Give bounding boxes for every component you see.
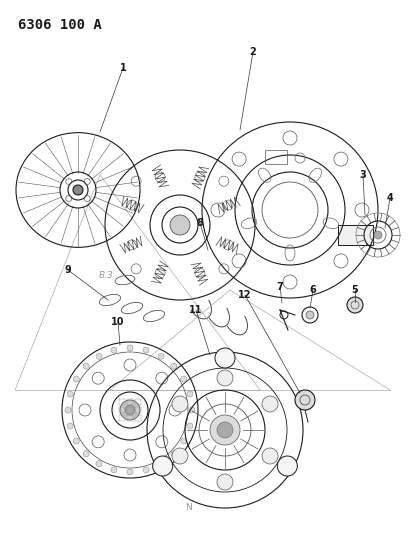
Bar <box>135 415 141 421</box>
Circle shape <box>73 376 79 382</box>
Circle shape <box>172 396 188 412</box>
Text: 10: 10 <box>111 317 125 327</box>
Bar <box>135 407 141 413</box>
Circle shape <box>127 345 133 351</box>
Circle shape <box>143 467 149 473</box>
Circle shape <box>189 407 195 413</box>
Circle shape <box>171 451 177 457</box>
Circle shape <box>158 461 164 467</box>
Circle shape <box>172 448 188 464</box>
Text: 5: 5 <box>352 285 358 295</box>
Circle shape <box>73 438 79 444</box>
Circle shape <box>217 370 233 386</box>
Text: 8: 8 <box>197 218 204 228</box>
Circle shape <box>277 456 297 476</box>
Circle shape <box>143 347 149 353</box>
Text: 4: 4 <box>387 193 393 203</box>
Circle shape <box>96 461 102 467</box>
Bar <box>127 415 133 421</box>
Circle shape <box>127 469 133 475</box>
Text: 6: 6 <box>310 285 316 295</box>
Circle shape <box>120 400 140 420</box>
Circle shape <box>187 423 193 429</box>
Bar <box>338 225 373 245</box>
Circle shape <box>262 448 278 464</box>
Circle shape <box>83 363 89 369</box>
Text: 9: 9 <box>64 265 71 275</box>
Bar <box>119 399 125 405</box>
Text: 7: 7 <box>277 282 284 292</box>
Circle shape <box>170 215 190 235</box>
Bar <box>127 399 133 405</box>
Circle shape <box>210 415 240 445</box>
Circle shape <box>125 405 135 415</box>
Circle shape <box>262 396 278 412</box>
Circle shape <box>215 348 235 368</box>
Text: 6306 100 A: 6306 100 A <box>18 18 102 32</box>
Bar <box>265 150 287 164</box>
Bar <box>119 415 125 421</box>
Circle shape <box>65 407 71 413</box>
Text: 3: 3 <box>359 170 366 180</box>
Circle shape <box>374 231 382 239</box>
Circle shape <box>111 347 117 353</box>
Text: B.3: B.3 <box>99 271 113 280</box>
Circle shape <box>347 297 363 313</box>
Bar <box>119 407 125 413</box>
Circle shape <box>171 363 177 369</box>
Circle shape <box>306 311 314 319</box>
Circle shape <box>181 376 187 382</box>
Circle shape <box>295 390 315 410</box>
Circle shape <box>153 456 173 476</box>
Text: N: N <box>185 503 191 512</box>
Circle shape <box>187 391 193 397</box>
Circle shape <box>158 353 164 359</box>
Text: 11: 11 <box>189 305 203 315</box>
Text: 2: 2 <box>250 47 256 57</box>
Circle shape <box>217 474 233 490</box>
Bar <box>127 407 133 413</box>
Circle shape <box>217 422 233 438</box>
Circle shape <box>83 451 89 457</box>
Circle shape <box>67 391 73 397</box>
Circle shape <box>181 438 187 444</box>
Text: 1: 1 <box>120 63 126 73</box>
Circle shape <box>111 467 117 473</box>
Text: 12: 12 <box>238 290 252 300</box>
Circle shape <box>67 423 73 429</box>
Circle shape <box>73 185 83 195</box>
Circle shape <box>96 353 102 359</box>
Bar <box>135 399 141 405</box>
